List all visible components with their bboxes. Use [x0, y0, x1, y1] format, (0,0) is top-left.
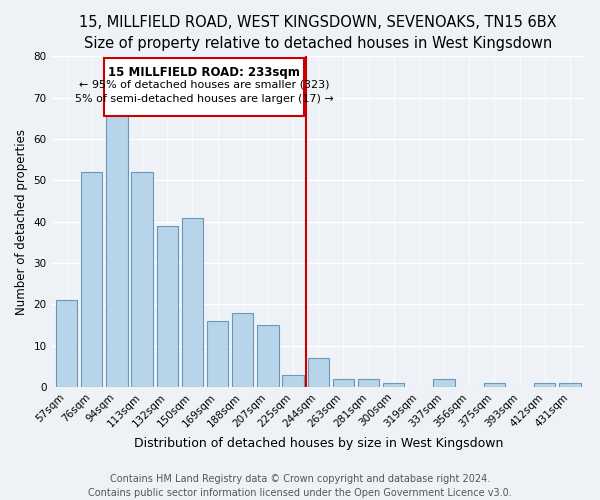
- Bar: [81, 172, 103, 387]
- Bar: [283, 374, 304, 387]
- Bar: [484, 383, 505, 387]
- Bar: [534, 383, 556, 387]
- Bar: [257, 325, 278, 387]
- Text: 15 MILLFIELD ROAD: 233sqm: 15 MILLFIELD ROAD: 233sqm: [109, 66, 301, 79]
- Bar: [56, 300, 77, 387]
- Text: Contains HM Land Registry data © Crown copyright and database right 2024.
Contai: Contains HM Land Registry data © Crown c…: [88, 474, 512, 498]
- Bar: [131, 172, 153, 387]
- Bar: [559, 383, 581, 387]
- Bar: [308, 358, 329, 387]
- X-axis label: Distribution of detached houses by size in West Kingsdown: Distribution of detached houses by size …: [134, 437, 503, 450]
- Bar: [383, 383, 404, 387]
- Bar: [182, 218, 203, 387]
- Text: 5% of semi-detached houses are larger (17) →: 5% of semi-detached houses are larger (1…: [75, 94, 334, 104]
- Bar: [333, 378, 354, 387]
- Bar: [358, 378, 379, 387]
- Bar: [106, 110, 128, 387]
- Y-axis label: Number of detached properties: Number of detached properties: [15, 128, 28, 314]
- Title: 15, MILLFIELD ROAD, WEST KINGSDOWN, SEVENOAKS, TN15 6BX
Size of property relativ: 15, MILLFIELD ROAD, WEST KINGSDOWN, SEVE…: [79, 15, 557, 51]
- FancyBboxPatch shape: [104, 58, 304, 116]
- Bar: [232, 312, 253, 387]
- Bar: [157, 226, 178, 387]
- Bar: [433, 378, 455, 387]
- Text: ← 95% of detached houses are smaller (323): ← 95% of detached houses are smaller (32…: [79, 80, 329, 90]
- Bar: [207, 321, 229, 387]
